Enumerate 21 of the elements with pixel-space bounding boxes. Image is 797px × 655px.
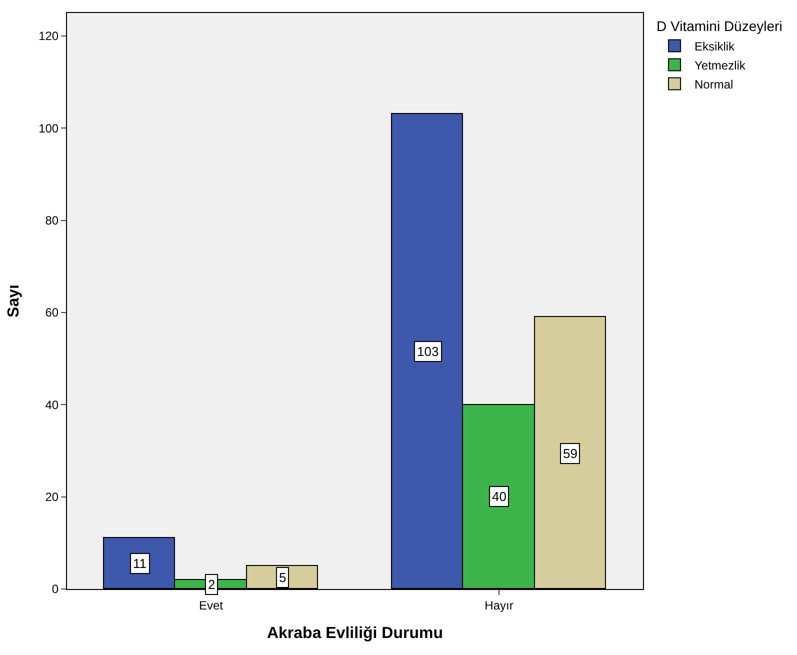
legend-title: D Vitamini Düzeyleri [656,18,782,34]
y-tick-label: 80 [45,214,59,228]
y-tick-label: 0 [52,582,59,596]
data-label: 103 [417,344,439,359]
y-tick-label: 100 [38,121,59,136]
y-axis-title: Sayı [5,284,22,318]
x-tick-label: Hayır [484,598,514,612]
y-tick-label: 40 [45,398,59,412]
x-tick-label: Evet [198,598,224,612]
legend-label: Yetmezlik [694,58,746,72]
y-tick-label: 60 [45,306,59,320]
data-label: 59 [563,446,578,461]
data-label: 11 [133,556,146,571]
data-label: 40 [492,489,506,504]
data-label: 2 [208,577,216,592]
legend-label: Eksiklik [694,39,736,54]
data-label: 5 [279,570,286,585]
legend-label: Normal [694,77,734,92]
y-tick-label: 20 [45,490,59,504]
y-tick-label: 120 [38,29,59,44]
x-axis-title: Akraba Evliliği Durumu [266,625,444,642]
